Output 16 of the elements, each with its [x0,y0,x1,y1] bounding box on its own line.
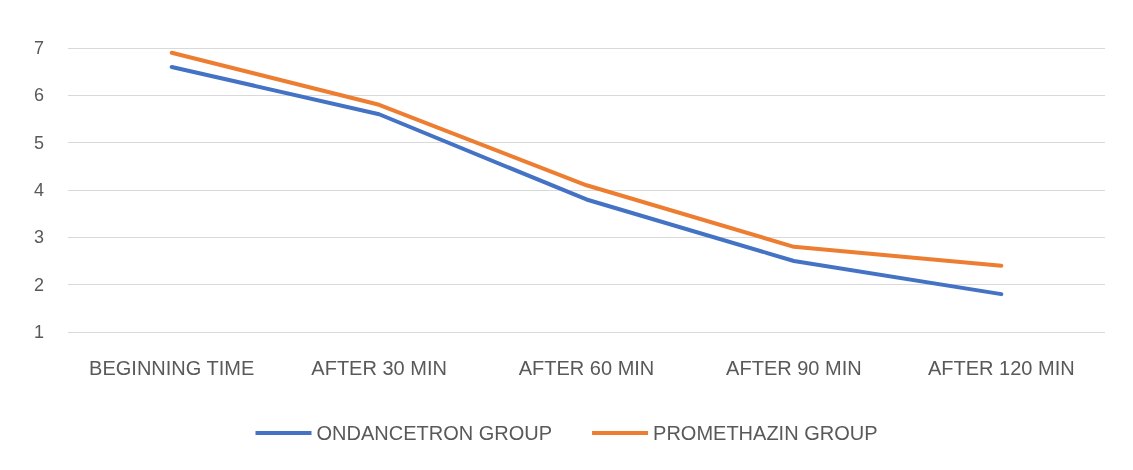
legend-label: PROMETHAZIN GROUP [653,422,878,444]
y-tick-label: 6 [33,85,44,106]
line-series [169,50,1004,268]
x-tick-label: AFTER 60 MIN [518,357,655,379]
x-tick-label: AFTER 30 MIN [311,357,447,379]
y-tick-label: 5 [33,132,44,153]
x-tick-label: BEGINNING TIME [89,357,255,379]
y-tick-label: 2 [33,274,44,295]
y-tick-label: 1 [33,322,44,342]
x-tick-label: AFTER 90 MIN [726,357,862,379]
line-series [169,64,1004,297]
x-tick-label: AFTER 120 MIN [927,357,1075,379]
y-tick-label: 7 [33,38,44,58]
legend-label: ONDANCETRON GROUP [316,422,553,444]
y-tick-label: 3 [33,227,44,248]
y-tick-label: 4 [33,180,44,200]
